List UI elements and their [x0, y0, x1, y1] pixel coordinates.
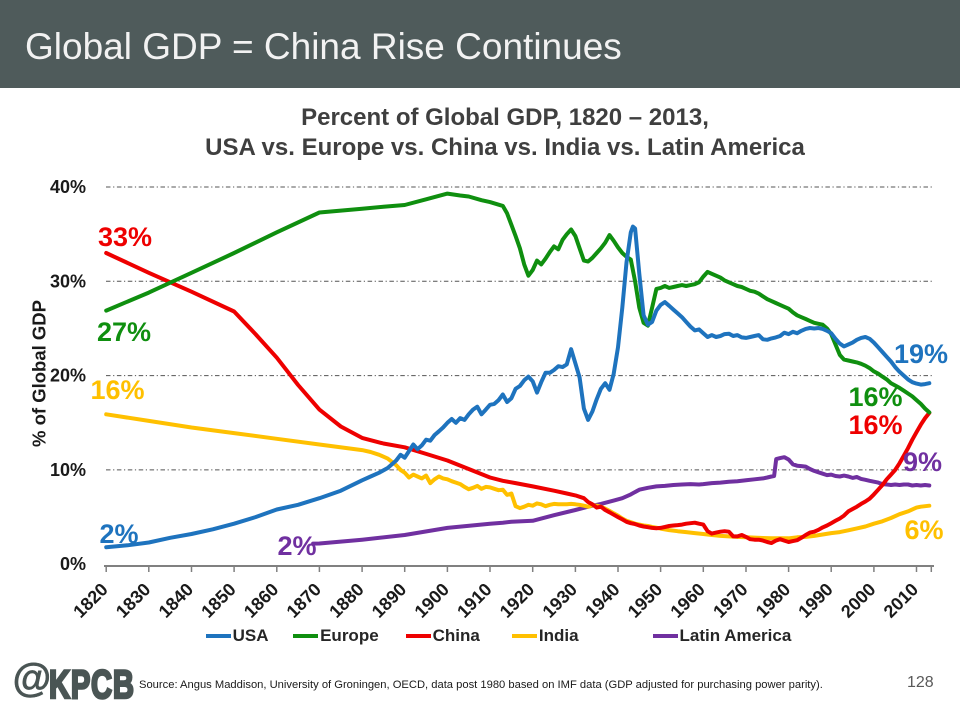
svg-text:27%: 27% [97, 317, 151, 347]
svg-text:1920: 1920 [496, 579, 538, 621]
svg-text:19%: 19% [894, 339, 948, 369]
svg-text:16%: 16% [848, 410, 902, 440]
svg-text:30%: 30% [50, 271, 86, 291]
svg-text:16%: 16% [848, 382, 902, 412]
svg-text:1860: 1860 [240, 579, 282, 621]
svg-text:0%: 0% [60, 554, 86, 574]
svg-text:1910: 1910 [453, 579, 495, 621]
svg-text:1900: 1900 [411, 579, 453, 621]
svg-text:6%: 6% [904, 515, 943, 545]
svg-text:2%: 2% [99, 519, 138, 549]
svg-text:1820: 1820 [69, 579, 111, 621]
svg-text:1890: 1890 [368, 579, 410, 621]
svg-text:1870: 1870 [283, 579, 325, 621]
svg-text:40%: 40% [50, 177, 86, 197]
svg-text:2000: 2000 [837, 579, 879, 621]
svg-text:1990: 1990 [794, 579, 836, 621]
svg-text:16%: 16% [90, 375, 144, 405]
svg-text:1830: 1830 [112, 579, 154, 621]
svg-text:1950: 1950 [624, 579, 666, 621]
svg-text:1970: 1970 [709, 579, 751, 621]
svg-text:33%: 33% [98, 222, 152, 252]
svg-text:9%: 9% [903, 447, 942, 477]
svg-text:10%: 10% [50, 460, 86, 480]
svg-text:2%: 2% [277, 531, 316, 561]
svg-text:1980: 1980 [752, 579, 794, 621]
svg-text:1840: 1840 [155, 579, 197, 621]
svg-text:1880: 1880 [325, 579, 367, 621]
svg-text:1930: 1930 [539, 579, 581, 621]
svg-text:% of Global GDP: % of Global GDP [29, 300, 50, 447]
svg-text:20%: 20% [50, 366, 86, 386]
svg-text:1940: 1940 [581, 579, 623, 621]
svg-text:2010: 2010 [880, 579, 922, 621]
svg-text:1850: 1850 [197, 579, 239, 621]
svg-text:1960: 1960 [666, 579, 708, 621]
